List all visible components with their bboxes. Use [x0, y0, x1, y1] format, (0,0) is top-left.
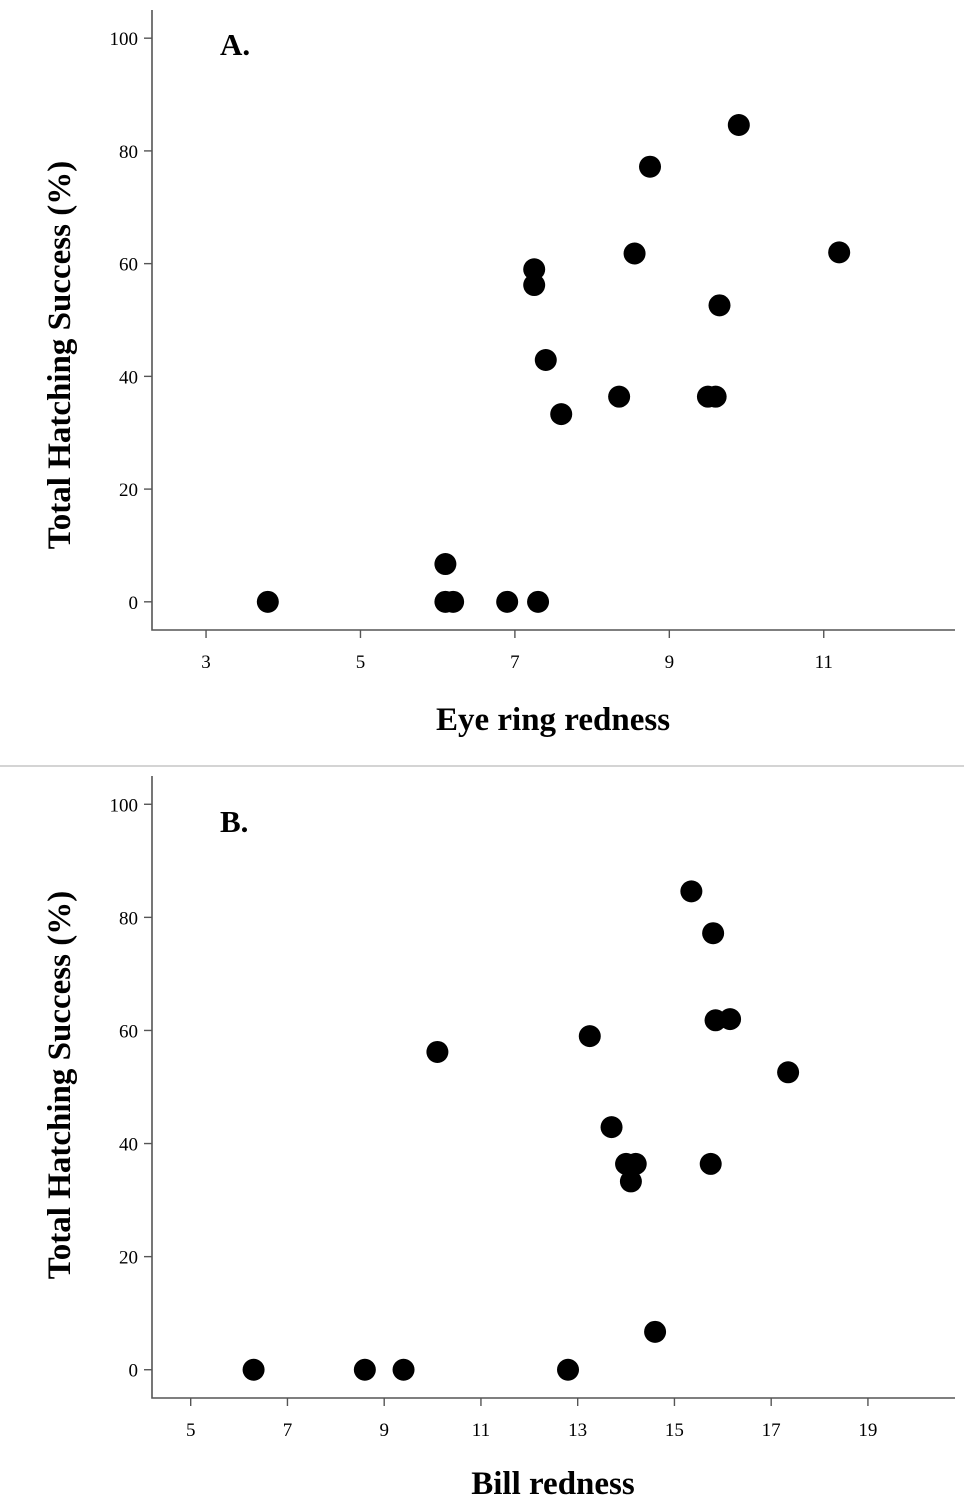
panel-a-data-point [496, 590, 519, 613]
panel-b-x-tick-label: 7 [283, 1420, 293, 1441]
panel-a-data-point [708, 294, 731, 317]
panel-b-y-axis-label: Total Hatching Success (%) [42, 891, 78, 1279]
panel-b-data-point [578, 1025, 601, 1048]
panel-b-data-point [644, 1320, 667, 1343]
panel-a-y-tick-label: 80 [119, 142, 138, 163]
panel-b-x-tick-label: 5 [186, 1420, 196, 1441]
panel-b-data-point [353, 1358, 376, 1381]
panel-a-data-point [256, 590, 279, 613]
panel-b-y-tick-label: 20 [119, 1248, 138, 1269]
panel-a-y-axis-label: Total Hatching Success (%) [42, 161, 78, 549]
panel-a-x-tick-label: 7 [510, 652, 520, 673]
panel-a-x-tick-label: 11 [815, 652, 833, 673]
panel-a-x-tick-label: 5 [356, 652, 366, 673]
panel-b-data-point [242, 1358, 265, 1381]
panel-a-y-tick-label: 0 [129, 593, 139, 614]
panel-a-data-point [828, 241, 851, 264]
panel-a-label: A. [220, 27, 250, 62]
panel-b: B. 0 20 40 60 80 100 5 7 9 11 13 15 17 19 Total Hatch… [42, 776, 955, 1502]
panel-b-y-tick-label: 60 [119, 1021, 138, 1042]
panel-a-data-point [623, 242, 646, 265]
panel-a-y-tick-label: 20 [119, 480, 138, 501]
panel-a-data-point [550, 403, 573, 426]
panel-b-x-tick-label: 15 [665, 1420, 684, 1441]
panel-a-data-point [434, 553, 457, 576]
panel-a-data-point [523, 274, 546, 297]
panel-b-axes: 0 20 40 60 80 100 5 7 9 11 13 15 17 19 [110, 776, 955, 1441]
panel-b-data-point [557, 1358, 580, 1381]
panel-a-x-tick-label: 9 [665, 652, 675, 673]
panel-a-data-point [639, 155, 662, 178]
panel-a-y-tick-label: 100 [110, 29, 139, 50]
panel-b-label: B. [220, 804, 248, 839]
panel-a-x-axis-label: Eye ring redness [436, 702, 670, 738]
panel-b-data-point [624, 1152, 647, 1175]
panel-a-data-point [442, 590, 465, 613]
panel-b-data-point [426, 1040, 449, 1063]
panel-a: A. 0 20 40 60 80 100 3 5 7 9 11 Total Hatching Suc… [42, 10, 955, 738]
panel-a-y-tick-label: 40 [119, 367, 138, 388]
panel-b-data-point [392, 1358, 415, 1381]
panel-a-x-tick-label: 3 [201, 652, 211, 673]
panel-b-x-tick-label: 13 [568, 1420, 587, 1441]
panel-b-y-tick-label: 100 [110, 795, 139, 816]
panel-a-data-point [527, 590, 550, 613]
panel-b-data-point [702, 922, 725, 945]
panel-b-data-point [619, 1170, 642, 1193]
panel-b-y-tick-label: 0 [129, 1361, 139, 1382]
panel-b-x-axis-label: Bill redness [471, 1466, 635, 1502]
panel-b-y-tick-label: 80 [119, 908, 138, 929]
panel-a-data-point [608, 385, 631, 408]
panel-a-data-point [534, 349, 557, 372]
panel-a-y-tick-label: 60 [119, 255, 138, 276]
panel-b-data-point [777, 1061, 800, 1084]
panel-b-x-tick-label: 17 [762, 1420, 781, 1441]
panel-b-data-point [699, 1152, 722, 1175]
panel-b-x-tick-label: 9 [379, 1420, 389, 1441]
panel-b-x-tick-label: 19 [858, 1420, 877, 1441]
panel-a-data-point [523, 258, 546, 281]
panel-a-axis-lines [151, 10, 955, 631]
panel-b-axis-lines [151, 776, 955, 1399]
panel-b-data-point [600, 1116, 623, 1139]
panel-b-y-tick-label: 40 [119, 1135, 138, 1156]
panel-a-points [256, 113, 851, 613]
panel-b-data-point [719, 1008, 742, 1031]
panel-a-data-point [727, 113, 750, 136]
panel-b-points [242, 880, 800, 1381]
panel-a-data-point [704, 385, 727, 408]
panel-b-x-tick-label: 11 [472, 1420, 490, 1441]
panel-b-data-point [680, 880, 703, 903]
panel-a-axes: 0 20 40 60 80 100 3 5 7 9 11 [110, 10, 955, 673]
